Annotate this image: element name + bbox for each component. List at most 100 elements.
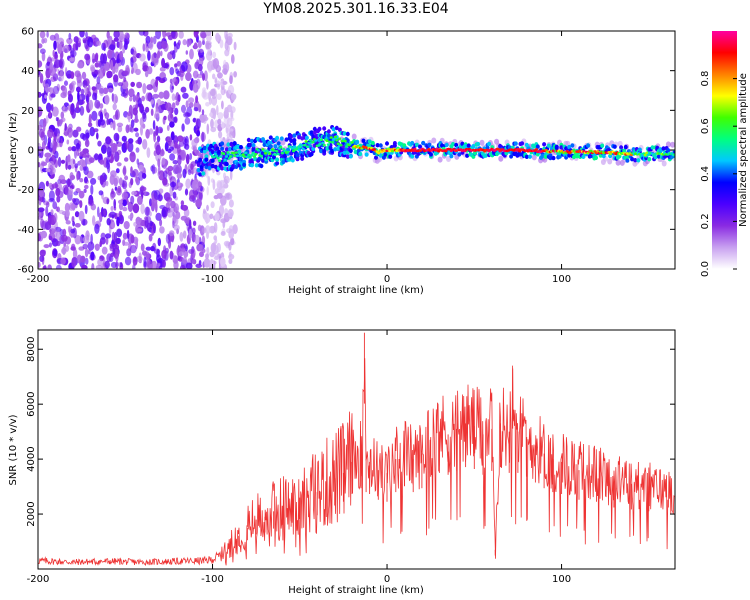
noise-blob — [49, 242, 52, 248]
snr-x-tick-label: 0 — [384, 574, 390, 585]
ridge-band — [348, 148, 353, 153]
noise-blob — [84, 257, 89, 265]
noise-blob — [113, 198, 116, 209]
spectrogram-y-axis: -60 -40 -20 0 20 40 60 — [18, 27, 675, 276]
noise-blob — [53, 53, 59, 60]
noise-blob — [130, 119, 135, 128]
noise-blob — [198, 50, 201, 58]
noise-blob — [75, 143, 81, 150]
noise-blob — [108, 225, 112, 235]
noise-blob — [218, 130, 223, 139]
noise-blob — [87, 199, 95, 207]
snr-x-tick-label: -100 — [201, 574, 224, 585]
ridge-band — [524, 154, 529, 159]
ridge-core — [350, 141, 354, 144]
noise-blob — [82, 148, 89, 155]
noise-blob — [53, 212, 58, 223]
noise-blob — [153, 131, 157, 143]
ridge-core — [248, 156, 252, 159]
noise-blob — [194, 61, 199, 68]
ridge-band — [528, 154, 532, 159]
ridge-core — [245, 155, 249, 159]
noise-blob — [129, 96, 133, 102]
noise-blob — [76, 171, 79, 181]
noise-blob — [111, 231, 115, 242]
noise-blob — [223, 183, 229, 189]
noise-blob — [139, 53, 146, 62]
ridge-core — [303, 143, 307, 147]
noise-blob — [205, 102, 210, 107]
ridge-band — [276, 141, 281, 146]
noise-blob — [49, 34, 56, 41]
noise-blob — [46, 61, 51, 67]
noise-blob — [38, 187, 44, 198]
noise-blob — [44, 83, 50, 93]
noise-blob — [155, 125, 159, 137]
noise-blob — [172, 191, 177, 199]
noise-blob — [71, 243, 76, 251]
ridge-band — [625, 158, 630, 163]
ridge-core — [226, 151, 230, 154]
noise-blob — [70, 103, 75, 113]
noise-blob — [88, 99, 94, 111]
spectrogram-y-tick-label: 40 — [21, 66, 34, 77]
noise-blob — [145, 92, 151, 102]
ridge-band — [414, 142, 419, 147]
noise-blob — [213, 195, 219, 200]
noise-blob — [172, 116, 178, 123]
noise-blob — [180, 264, 186, 269]
noise-blob — [201, 235, 206, 246]
noise-blob — [220, 231, 226, 236]
noise-blob — [77, 61, 84, 69]
figure-title: YM08.2025.301.16.33.E04 — [263, 1, 449, 17]
noise-blob — [54, 150, 59, 159]
noise-blob — [66, 37, 73, 45]
noise-blob — [73, 36, 79, 43]
noise-blob — [78, 210, 85, 222]
noise-blob — [113, 132, 120, 142]
noise-blob — [84, 176, 88, 184]
noise-blob — [167, 113, 174, 122]
ridge-band — [300, 156, 305, 161]
noise-blob — [157, 237, 161, 247]
noise-blob — [216, 80, 221, 90]
ridge-core — [290, 147, 294, 150]
noise-blob — [48, 182, 53, 189]
noise-blob — [125, 124, 130, 134]
noise-blob — [45, 206, 49, 217]
noise-blob — [127, 215, 133, 220]
noise-blob — [133, 127, 139, 132]
ridge-band — [292, 133, 297, 138]
ridge-band — [261, 158, 265, 163]
noise-blob — [145, 246, 152, 251]
ridge-band — [196, 162, 201, 167]
ridge-band — [551, 155, 556, 161]
ridge-band — [312, 126, 317, 132]
ridge-band — [449, 154, 454, 159]
noise-blob — [192, 220, 197, 226]
noise-blob — [84, 204, 88, 215]
ridge-core — [332, 137, 336, 141]
noise-blob — [111, 221, 116, 229]
noise-blob — [88, 157, 95, 164]
noise-blob — [40, 218, 45, 229]
noise-blob — [165, 102, 172, 111]
noise-blob — [214, 212, 220, 221]
noise-blob — [104, 94, 110, 105]
snr-panel: -200 -100 0 100 2000 4000 6000 8000 Height of … — [8, 329, 676, 596]
ridge-band — [367, 139, 372, 144]
noise-blob — [185, 100, 189, 108]
ridge-band — [463, 144, 468, 149]
ridge-band — [254, 163, 259, 168]
noise-blob — [132, 203, 140, 214]
ridge-core — [329, 136, 333, 139]
noise-blob — [230, 93, 237, 101]
noise-blob — [39, 255, 45, 262]
noise-blob — [150, 245, 156, 252]
ridge-band — [612, 144, 617, 149]
noise-blob — [156, 258, 162, 264]
noise-blob — [116, 216, 120, 227]
noise-blob — [227, 84, 235, 95]
noise-blob — [38, 106, 43, 117]
noise-blob — [178, 182, 181, 187]
